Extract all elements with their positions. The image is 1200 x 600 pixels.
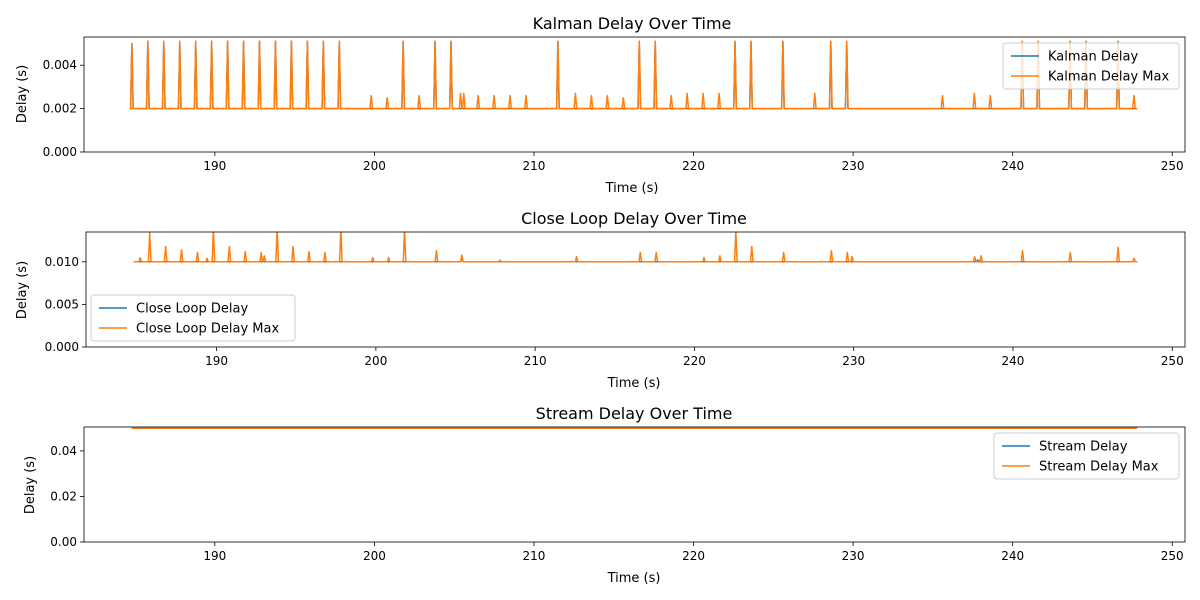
- y-axis-label: Delay (s): [15, 65, 30, 123]
- x-tick-label: 190: [203, 159, 226, 173]
- x-axis-label: Time (s): [605, 181, 659, 196]
- legend: Close Loop Delay Close Loop Delay Max: [90, 294, 296, 342]
- legend: Stream Delay Stream Delay Max: [993, 432, 1180, 480]
- x-tick-label: 220: [682, 159, 705, 173]
- y-tick-label: 0.000: [45, 340, 79, 354]
- panel-stream: Stream Delay Over Time Time (s) Delay (s…: [23, 404, 732, 586]
- legend-entry: Stream Delay Max: [1039, 460, 1159, 475]
- plot-frame: [83, 426, 1186, 543]
- legend-entry: Kalman Delay: [1048, 50, 1138, 65]
- x-tick-label: 240: [1001, 549, 1024, 563]
- chart-title: Kalman Delay Over Time: [533, 14, 732, 33]
- x-tick-label: 200: [363, 159, 386, 173]
- plot-frame: [83, 36, 1186, 153]
- x-tick-label: 190: [203, 549, 226, 563]
- x-axis-label: Time (s): [607, 571, 661, 586]
- legend-entry: Kalman Delay Max: [1048, 70, 1169, 85]
- x-tick-label: 200: [363, 549, 386, 563]
- y-tick-label: 0.02: [50, 489, 77, 503]
- y-tick-label: 0.005: [45, 297, 79, 311]
- y-tick-label: 0.010: [45, 255, 79, 269]
- legend: Kalman Delay Kalman Delay Max: [1002, 42, 1180, 90]
- legend-entry: Stream Delay: [1039, 440, 1128, 455]
- x-tick-label: 250: [1161, 549, 1184, 563]
- x-tick-label: 210: [523, 159, 546, 173]
- x-tick-label: 250: [1161, 354, 1184, 368]
- y-tick-label: 0.00: [50, 535, 77, 549]
- x-axis-label: Time (s): [607, 376, 661, 391]
- y-tick-label: 0.04: [50, 444, 77, 458]
- legend-box: [90, 294, 296, 342]
- x-tick-label: 230: [842, 354, 865, 368]
- y-tick-label: 0.000: [43, 145, 77, 159]
- x-tick-label: 210: [524, 354, 547, 368]
- y-axis-label: Delay (s): [23, 456, 38, 514]
- x-tick-label: 250: [1161, 159, 1184, 173]
- panel-kalman: Kalman Delay Over Time Time (s) Delay (s…: [15, 14, 731, 196]
- y-tick-label: 0.004: [43, 58, 77, 72]
- legend-entry: Close Loop Delay Max: [136, 322, 279, 337]
- plot-frame: [85, 231, 1186, 348]
- series-line: [133, 232, 1138, 263]
- x-tick-label: 230: [842, 549, 865, 563]
- x-tick-label: 230: [842, 159, 865, 173]
- x-tick-label: 220: [682, 549, 705, 563]
- legend-entry: Close Loop Delay: [136, 302, 248, 317]
- legend-box: [993, 432, 1180, 480]
- y-axis-label: Delay (s): [15, 261, 30, 319]
- chart-title: Stream Delay Over Time: [536, 404, 733, 423]
- chart-title: Close Loop Delay Over Time: [521, 209, 747, 228]
- x-tick-label: 240: [1001, 159, 1024, 173]
- y-tick-label: 0.002: [43, 102, 77, 116]
- x-tick-label: 200: [364, 354, 387, 368]
- series-line: [129, 40, 1138, 110]
- x-tick-label: 210: [523, 549, 546, 563]
- x-tick-label: 220: [683, 354, 706, 368]
- x-tick-label: 240: [1002, 354, 1025, 368]
- legend-box: [1002, 42, 1180, 90]
- x-tick-label: 190: [205, 354, 228, 368]
- panel-close-loop: Close Loop Delay Over Time Time (s) Dela…: [15, 209, 747, 391]
